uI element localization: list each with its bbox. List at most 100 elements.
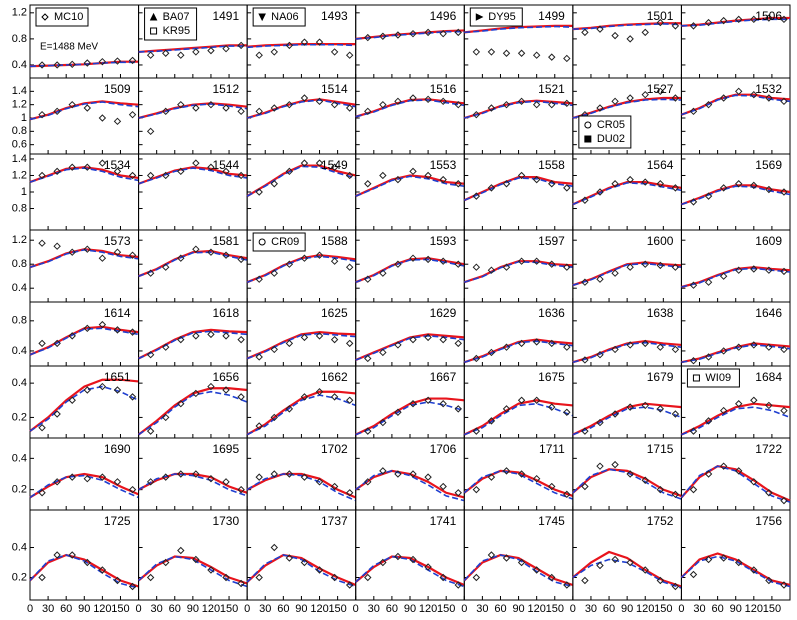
data-point <box>596 104 604 112</box>
data-point <box>128 328 137 336</box>
y-tick-label: 0.4 <box>12 345 27 357</box>
data-point <box>128 485 137 494</box>
model-curve <box>138 390 248 436</box>
data-point <box>409 29 417 38</box>
data-point <box>394 260 402 268</box>
data-point <box>532 338 541 346</box>
data-point <box>98 254 107 262</box>
data-point <box>300 333 309 342</box>
data-point <box>394 97 402 106</box>
data-point <box>563 581 571 589</box>
data-point <box>237 579 245 588</box>
data-point <box>330 482 339 491</box>
data-point <box>671 582 680 591</box>
data-point <box>330 257 339 265</box>
data-point <box>472 48 481 56</box>
data-point <box>285 470 294 478</box>
y-tick-label: 0.2 <box>12 571 27 583</box>
data-point <box>345 489 354 497</box>
data-point <box>641 90 649 99</box>
data-point <box>345 263 354 271</box>
data-point <box>487 348 496 357</box>
data-point <box>270 413 278 422</box>
y-tick-label: 0.8 <box>12 202 27 214</box>
x-tick-label: 60 <box>386 603 398 615</box>
data-point <box>424 333 432 342</box>
data-point <box>704 100 713 109</box>
data-point <box>98 114 107 122</box>
data-point <box>146 427 155 435</box>
data-point <box>146 127 155 136</box>
data-point <box>750 15 758 24</box>
data-point <box>750 90 758 99</box>
data-point <box>68 100 76 109</box>
data-point <box>38 573 46 582</box>
data-point <box>439 335 447 344</box>
model-curve <box>246 99 356 119</box>
model-curve <box>29 325 139 356</box>
data-point <box>162 171 170 180</box>
data-point <box>379 467 387 475</box>
data-point <box>222 251 230 259</box>
x-tick-label: 60 <box>60 603 72 615</box>
data-point <box>424 255 432 264</box>
data-point <box>285 554 294 562</box>
data-point <box>330 393 339 401</box>
data-point <box>394 31 402 39</box>
model-curve <box>29 385 139 432</box>
model-curve <box>29 472 140 499</box>
energy-label: 1491 <box>212 9 239 23</box>
model-curve <box>246 165 356 197</box>
data-point <box>68 551 76 559</box>
model-curve <box>355 175 465 197</box>
model-curve <box>464 100 573 119</box>
legend-marker <box>258 238 266 246</box>
data-point <box>409 400 417 408</box>
data-point <box>409 94 417 102</box>
data-point <box>563 263 571 271</box>
data-point <box>454 581 462 589</box>
model-curve <box>138 103 248 119</box>
model-curve <box>246 332 356 360</box>
data-point <box>222 573 230 582</box>
data-point <box>780 345 788 354</box>
data-point <box>68 473 76 481</box>
data-point <box>207 100 215 109</box>
model-curve <box>246 473 357 502</box>
data-point <box>83 558 92 567</box>
x-tick-label: 0 <box>27 603 33 615</box>
energy-label: 1493 <box>321 9 348 23</box>
data-point <box>765 343 773 351</box>
energy-label: 1597 <box>538 234 565 248</box>
data-point <box>689 570 698 579</box>
data-point <box>472 485 481 494</box>
data-point <box>113 248 122 256</box>
y-tick-label: 0.8 <box>12 33 27 45</box>
data-point <box>517 97 526 106</box>
data-point <box>98 320 107 329</box>
data-point <box>394 470 402 478</box>
data-point <box>671 184 680 192</box>
model-curve <box>29 248 139 268</box>
data-point <box>192 332 200 340</box>
model-curve <box>355 555 465 588</box>
data-point <box>285 339 294 348</box>
data-point <box>454 339 462 348</box>
data-point <box>394 552 402 561</box>
x-tick-label: 60 <box>494 603 506 615</box>
energy-label: 1544 <box>212 158 239 172</box>
x-tick-label: 60 <box>603 603 615 615</box>
data-point <box>689 198 698 206</box>
y-tick-label: 1.2 <box>12 169 27 181</box>
model-curve <box>464 402 574 436</box>
data-point <box>68 332 76 340</box>
energy-label: 1527 <box>647 82 674 96</box>
data-point <box>222 478 230 486</box>
x-tick-label: 0 <box>570 603 576 615</box>
data-point <box>454 28 462 37</box>
data-point <box>780 406 788 415</box>
model-curve <box>355 401 465 436</box>
data-point <box>409 555 417 564</box>
data-point <box>300 473 309 481</box>
data-point <box>53 551 61 559</box>
